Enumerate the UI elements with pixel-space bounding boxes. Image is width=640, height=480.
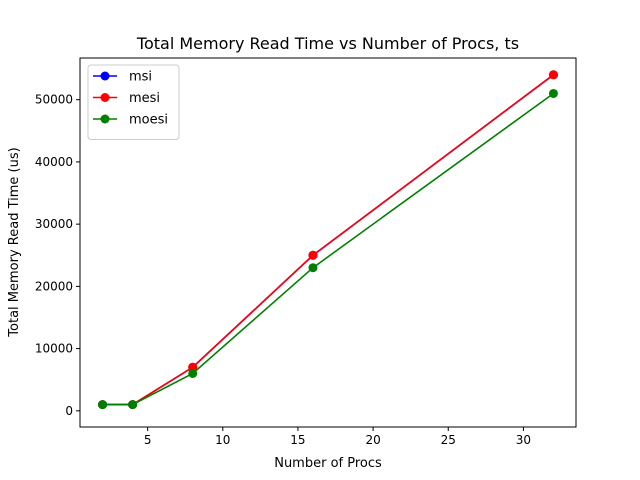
x-tick-label: 20 [365,433,380,447]
data-point-mesi [188,362,198,372]
x-tick-label: 5 [144,433,152,447]
y-tick-label: 10000 [35,342,73,356]
x-tick-label: 15 [290,433,305,447]
y-tick-label: 20000 [35,279,73,293]
chart-title: Total Memory Read Time vs Number of Proc… [136,34,519,53]
data-point-moesi [308,263,318,273]
legend-marker-moesi [100,114,110,124]
data-point-mesi [308,250,318,260]
legend-marker-msi [100,71,110,81]
plot-area: 5 10 15 20 25 30 0 10000 20000 30000 40000 50000 [35,57,577,447]
legend-marker-mesi [100,93,110,102]
y-tick-label: 50000 [35,93,73,107]
y-axis-label: Total Memory Read Time (us) [7,147,22,337]
axes-frame [79,57,577,428]
data-point-moesi [548,88,558,98]
data-point-mesi [548,70,558,80]
y-tick-label: 0 [65,404,73,418]
legend-label-moesi: moesi [129,113,168,128]
legend: msi mesi moesi [87,64,180,140]
x-tick-label: 25 [441,433,456,447]
y-tick-label: 30000 [35,217,73,231]
legend-box [87,64,180,140]
x-tick-label: 10 [215,433,230,447]
legend-label-mesi: mesi [129,91,160,106]
data-point-moesi [98,400,108,410]
legend-label-msi: msi [129,70,152,85]
data-point-moesi [128,400,138,410]
y-tick-label: 40000 [35,155,73,169]
data-point-moesi [188,368,198,378]
x-tick-label: 30 [516,433,531,447]
x-axis-label: Number of Procs [274,456,382,471]
